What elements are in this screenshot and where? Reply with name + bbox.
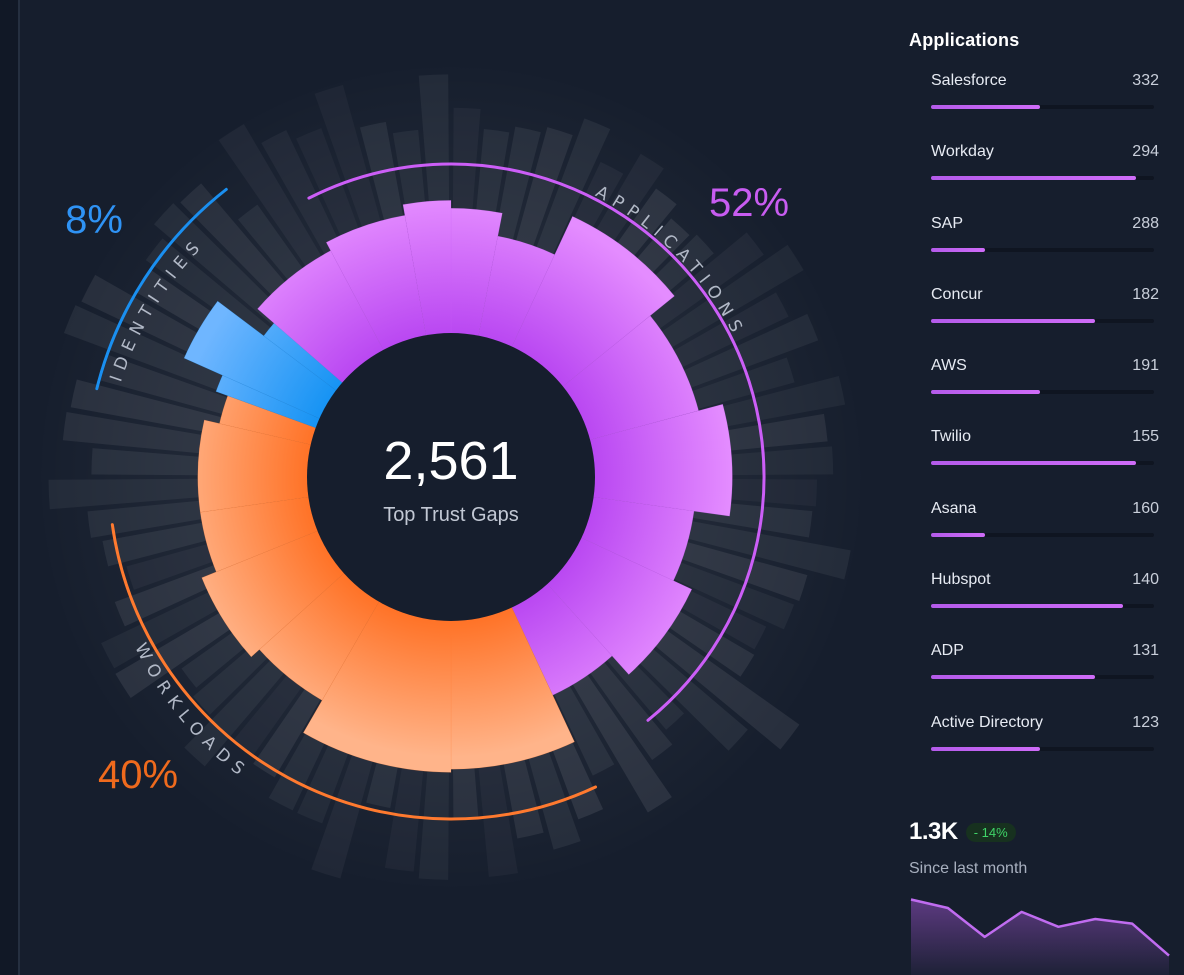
application-name: SAP: [931, 214, 964, 232]
application-bar-fill: [931, 532, 985, 537]
wedges: [183, 200, 733, 773]
application-name: AWS: [931, 357, 967, 375]
application-count: 155: [1132, 428, 1159, 446]
application-item[interactable]: Workday 294: [931, 142, 1159, 213]
panel-title: Applications: [909, 30, 1020, 50]
left-rail: [0, 0, 20, 975]
application-item[interactable]: Active Directory 123: [931, 713, 1159, 784]
application-count: 131: [1132, 642, 1159, 660]
application-count: 123: [1132, 713, 1159, 731]
application-bar-track: [931, 604, 1154, 609]
sparkline: [910, 898, 1170, 975]
application-item[interactable]: Twilio 155: [931, 427, 1159, 498]
application-bar-fill: [931, 176, 1137, 181]
summary-value: 1.3K: [909, 818, 958, 845]
application-count: 332: [1132, 72, 1159, 89]
application-item[interactable]: Salesforce 332: [931, 71, 1159, 142]
application-count: 182: [1132, 285, 1159, 303]
center-total: 2,561: [383, 431, 518, 491]
application-bar-fill: [931, 247, 985, 252]
application-count: 191: [1132, 357, 1159, 375]
application-count: 294: [1132, 143, 1159, 161]
percent-workloads: 40%: [98, 753, 178, 797]
arc-applications: [307, 162, 766, 722]
application-item[interactable]: ADP 131: [931, 641, 1159, 712]
application-name: Active Directory: [931, 713, 1044, 731]
application-bar-fill: [931, 461, 1137, 466]
sparkline-line: [910, 898, 1170, 957]
application-bar-fill: [931, 675, 1095, 680]
application-bar-fill: [931, 746, 1041, 751]
center-hole: [307, 333, 595, 621]
summary-caption: Since last month: [909, 860, 1028, 877]
applications-list: Salesforce 332 Workday 294 SAP 288 Concur 18…: [909, 71, 1159, 784]
arc-workloads: [110, 523, 598, 821]
application-count: 288: [1132, 214, 1159, 232]
application-item[interactable]: Asana 160: [931, 499, 1159, 570]
center-label: Top Trust Gaps: [383, 504, 519, 526]
sparkline-area: [911, 899, 1169, 975]
application-count: 160: [1132, 499, 1159, 517]
application-bar-fill: [931, 604, 1123, 609]
application-name: Twilio: [931, 428, 972, 446]
application-bar-track: [931, 247, 1154, 252]
application-item[interactable]: Hubspot 140: [931, 570, 1159, 641]
application-bar-track: [931, 105, 1154, 109]
application-bar-track: [931, 461, 1154, 466]
application-name: Hubspot: [931, 571, 991, 589]
radial-chart: APPLICATIONS IDENTITIES WORKLOADS 8% 52%…: [41, 67, 861, 887]
application-count: 140: [1132, 571, 1159, 589]
summary-stat: 1.3K - 14% Since last month: [909, 818, 1027, 878]
application-name: Asana: [931, 499, 977, 517]
percent-identities: 8%: [65, 198, 123, 242]
application-name: Salesforce: [931, 72, 1007, 89]
application-name: Concur: [931, 285, 983, 303]
application-bar-track: [931, 390, 1154, 395]
arc-identities: [95, 187, 228, 391]
application-bar-track: [931, 532, 1154, 537]
application-bar-track: [931, 176, 1154, 181]
application-bar-track: [931, 675, 1154, 680]
application-bar-track: [931, 746, 1154, 751]
application-bar-track: [931, 318, 1154, 323]
application-bar-fill: [931, 105, 1041, 109]
application-item[interactable]: AWS 191: [931, 356, 1159, 427]
applications-panel: Applications Salesforce 332 Workday 294 SA…: [909, 30, 1159, 784]
application-name: ADP: [931, 642, 964, 660]
application-name: Workday: [931, 143, 994, 161]
application-item[interactable]: SAP 288: [931, 214, 1159, 285]
application-bar-fill: [931, 390, 1041, 395]
change-badge: - 14%: [965, 822, 1016, 842]
application-item[interactable]: Concur 182: [931, 285, 1159, 356]
segment-arcs: [95, 162, 766, 821]
percent-applications: 52%: [709, 181, 789, 225]
application-bar-fill: [931, 318, 1095, 323]
